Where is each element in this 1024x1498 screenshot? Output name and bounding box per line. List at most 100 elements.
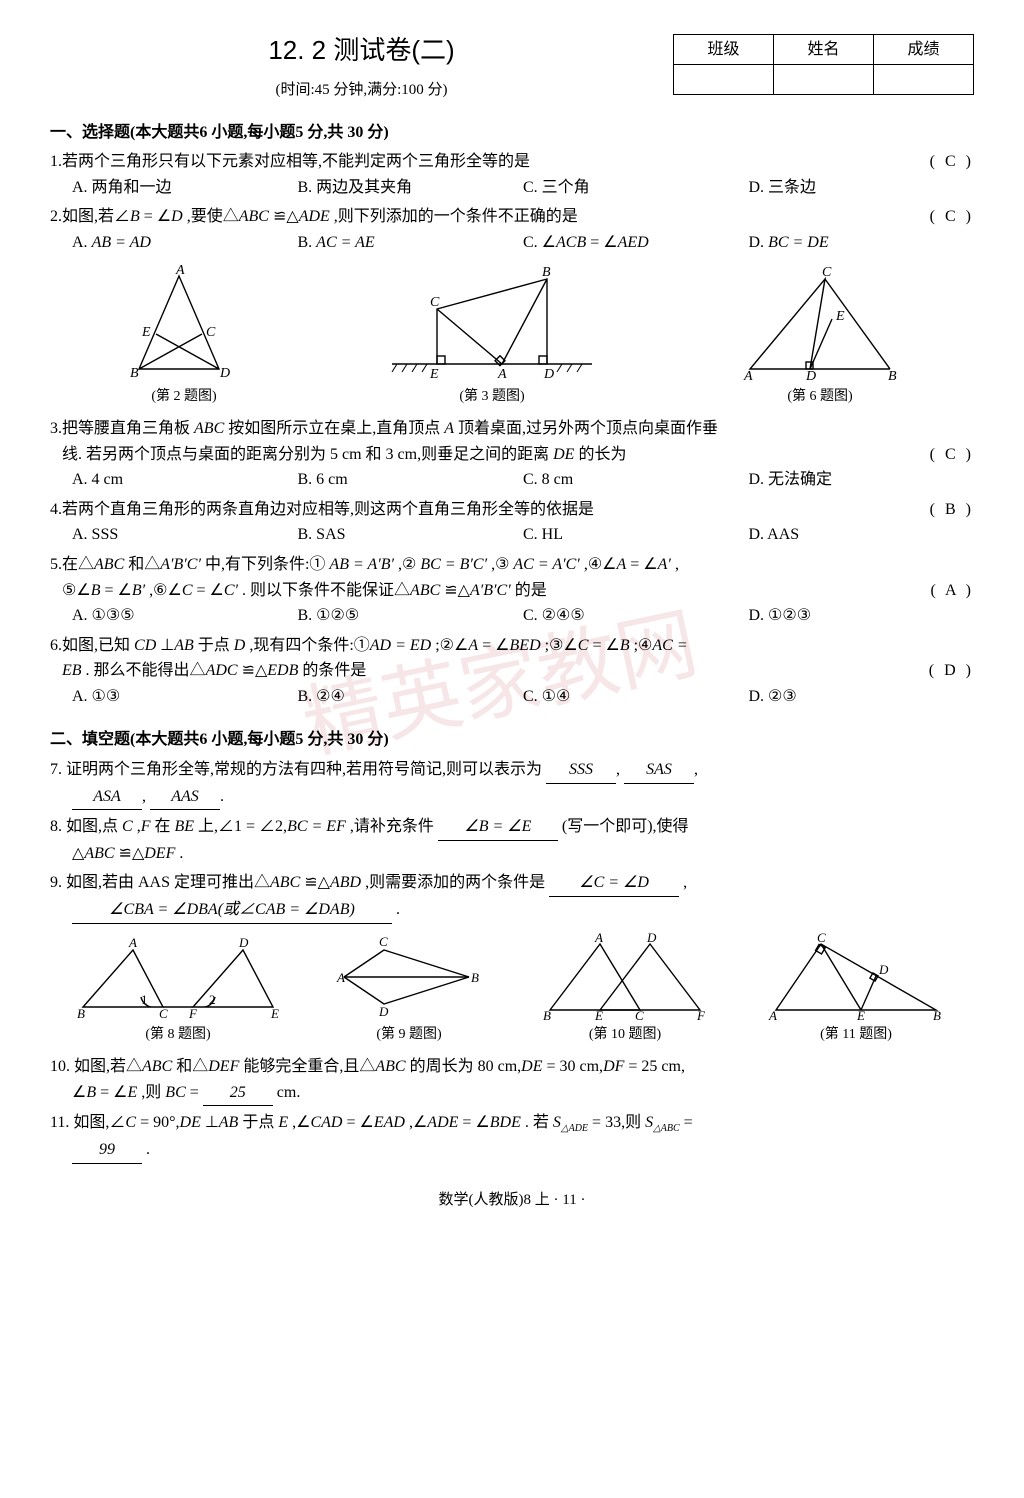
svg-text:A: A: [497, 367, 507, 382]
q6-opt-d: D. ②③: [749, 684, 975, 710]
q9-text: 如图,若由 AAS 定理可推出△ABC ≌△ABD ,则需要添加的两个条件是 ∠…: [66, 874, 687, 891]
q3-opt-c: C. 8 cm: [523, 467, 749, 493]
q3-opt-d: D. 无法确定: [749, 467, 975, 493]
q1-text: 若两个三角形只有以下元素对应相等,不能判定两个三角形全等的是: [62, 149, 904, 175]
question-10: 10. 如图,若△ABC 和△DEF 能够完全重合,且△ABC 的周长为 80 …: [50, 1054, 974, 1106]
svg-text:D: D: [543, 367, 554, 382]
figure-q2-caption: (第 2 题图): [114, 386, 254, 408]
svg-text:C: C: [822, 265, 832, 280]
figure-q2: A E C B D (第 2 题图): [114, 264, 254, 408]
q3-answer: ( C ): [904, 442, 974, 468]
svg-text:B: B: [471, 970, 479, 985]
svg-text:A: A: [175, 264, 185, 278]
svg-text:D: D: [238, 935, 249, 950]
svg-text:A: A: [128, 935, 137, 950]
q7-blank-4: AAS: [150, 784, 220, 811]
score-header-class: 班级: [674, 35, 774, 65]
svg-text:B: B: [542, 265, 551, 280]
section-1-title: 一、选择题(本大题共6 小题,每小题5 分,共 30 分): [50, 120, 974, 146]
svg-text:D: D: [805, 369, 816, 384]
page-footer: 数学(人教版)8 上 · 11 ·: [50, 1188, 974, 1212]
q1-opt-c: C. 三个角: [523, 175, 749, 201]
figure-q10: AD BE CF (第 10 题图): [535, 932, 715, 1046]
q10-blank: 25: [203, 1080, 273, 1107]
question-2: 2. 如图,若∠B = ∠D ,要使△ABC ≌△ADE ,则下列添加的一个条件…: [50, 204, 974, 255]
figure-q9-caption: (第 9 题图): [329, 1024, 489, 1046]
score-table: 班级 姓名 成绩: [673, 34, 974, 95]
svg-text:C: C: [379, 934, 388, 949]
question-11: 11. 如图,∠C = 90°,DE ⊥AB 于点 E ,∠CAD = ∠EAD…: [50, 1110, 974, 1164]
figure-q8-caption: (第 8 题图): [73, 1024, 283, 1046]
q8-text: 如图,点 C ,F 在 BE 上,∠1 = ∠2,BC = EF ,请补充条件 …: [66, 818, 689, 835]
q2-num: 2.: [50, 204, 62, 230]
page-subtitle: (时间:45 分钟,满分:100 分): [50, 78, 673, 102]
q3-num: 3.: [50, 416, 62, 442]
figure-row-2: A D B C F E 1 2 (第 8 题图) C A B D (第 9 题图): [50, 932, 974, 1046]
svg-text:1: 1: [141, 992, 148, 1007]
q4-opt-c: C. HL: [523, 522, 749, 548]
q7-blank-2: SAS: [624, 757, 694, 784]
question-9: 9. 如图,若由 AAS 定理可推出△ABC ≌△ABD ,则需要添加的两个条件…: [50, 870, 974, 923]
svg-text:B: B: [77, 1006, 85, 1021]
svg-text:D: D: [219, 366, 230, 381]
q6-text: 如图,已知 CD ⊥AB 于点 D ,现有四个条件:①AD = ED ;②∠A …: [62, 633, 974, 659]
svg-text:C: C: [430, 295, 440, 310]
q4-text: 若两个直角三角形的两条直角边对应相等,则这两个直角三角形全等的依据是: [62, 497, 904, 523]
svg-text:2: 2: [209, 992, 216, 1007]
q10-text: 如图,若△ABC 和△DEF 能够完全重合,且△ABC 的周长为 80 cm,D…: [74, 1058, 685, 1075]
q5-opt-a: A. ①③⑤: [72, 603, 298, 629]
score-header-name: 姓名: [774, 35, 874, 65]
svg-text:D: D: [378, 1004, 389, 1019]
q1-answer: ( C ): [904, 149, 974, 175]
q1-opt-a: A. 两角和一边: [72, 175, 298, 201]
figure-row-1: A E C B D (第 2 题图): [50, 264, 974, 408]
q11-blank: 99: [72, 1137, 142, 1164]
svg-text:C: C: [159, 1006, 168, 1021]
q1-opt-b: B. 两边及其夹角: [298, 175, 524, 201]
question-8: 8. 如图,点 C ,F 在 BE 上,∠1 = ∠2,BC = EF ,请补充…: [50, 814, 974, 866]
svg-text:F: F: [188, 1006, 198, 1021]
q2-opt-c: C. ∠ACB = ∠AED: [523, 230, 749, 256]
score-header-score: 成绩: [874, 35, 974, 65]
q9-num: 9.: [50, 874, 62, 891]
question-3: 3. 把等腰直角三角板 ABC 按如图所示立在桌上,直角顶点 A 顶着桌面,过另…: [50, 416, 974, 493]
svg-text:A: A: [768, 1008, 777, 1022]
q7-blank-3: ASA: [72, 784, 142, 811]
svg-text:B: B: [888, 369, 897, 384]
figure-q9: C A B D (第 9 题图): [329, 932, 489, 1046]
q5-opt-c: C. ②④⑤: [523, 603, 749, 629]
svg-text:C: C: [817, 932, 826, 945]
svg-text:A: A: [336, 970, 345, 985]
q2-opt-b: B. AC = AE: [298, 230, 524, 256]
q2-opt-a: A. AB = AD: [72, 230, 298, 256]
figure-q3-caption: (第 3 题图): [382, 386, 602, 408]
question-5: 5. 在△ABC 和△A′B′C′ 中,有下列条件:① AB = A′B′ ,②…: [50, 552, 974, 629]
svg-text:B: B: [543, 1008, 551, 1022]
figure-q8: A D B C F E 1 2 (第 8 题图): [73, 932, 283, 1046]
svg-text:D: D: [646, 932, 657, 945]
svg-text:E: E: [429, 367, 439, 382]
q9-blank-2: ∠CBA = ∠DBA(或∠CAB = ∠DAB): [72, 897, 392, 924]
figure-q11: CD AE B (第 11 题图): [761, 932, 951, 1046]
q7-text: 证明两个三角形全等,常规的方法有四种,若用符号简记,则可以表示为: [66, 761, 542, 778]
q2-opt-d: D. BC = DE: [749, 230, 975, 256]
figure-q10-caption: (第 10 题图): [535, 1024, 715, 1046]
svg-text:E: E: [141, 325, 151, 340]
figure-q6: CE AD B (第 6 题图): [730, 264, 910, 408]
q3-opt-b: B. 6 cm: [298, 467, 524, 493]
q6-opt-c: C. ①④: [523, 684, 749, 710]
q3-opt-a: A. 4 cm: [72, 467, 298, 493]
svg-text:E: E: [856, 1008, 865, 1022]
page-title: 12. 2 测试卷(二): [50, 30, 673, 72]
figure-q6-caption: (第 6 题图): [730, 386, 910, 408]
q4-num: 4.: [50, 497, 62, 523]
q8-blank: ∠B = ∠E: [438, 814, 558, 841]
q1-opt-d: D. 三条边: [749, 175, 975, 201]
q6-answer: ( D ): [904, 658, 974, 684]
q5-text: 在△ABC 和△A′B′C′ 中,有下列条件:① AB = A′B′ ,② BC…: [62, 552, 974, 578]
svg-text:E: E: [270, 1006, 279, 1021]
header: 12. 2 测试卷(二) (时间:45 分钟,满分:100 分) 班级 姓名 成…: [50, 30, 974, 102]
q5-opt-d: D. ①②③: [749, 603, 975, 629]
q1-num: 1.: [50, 149, 62, 175]
section-2-title: 二、填空题(本大题共6 小题,每小题5 分,共 30 分): [50, 727, 974, 753]
